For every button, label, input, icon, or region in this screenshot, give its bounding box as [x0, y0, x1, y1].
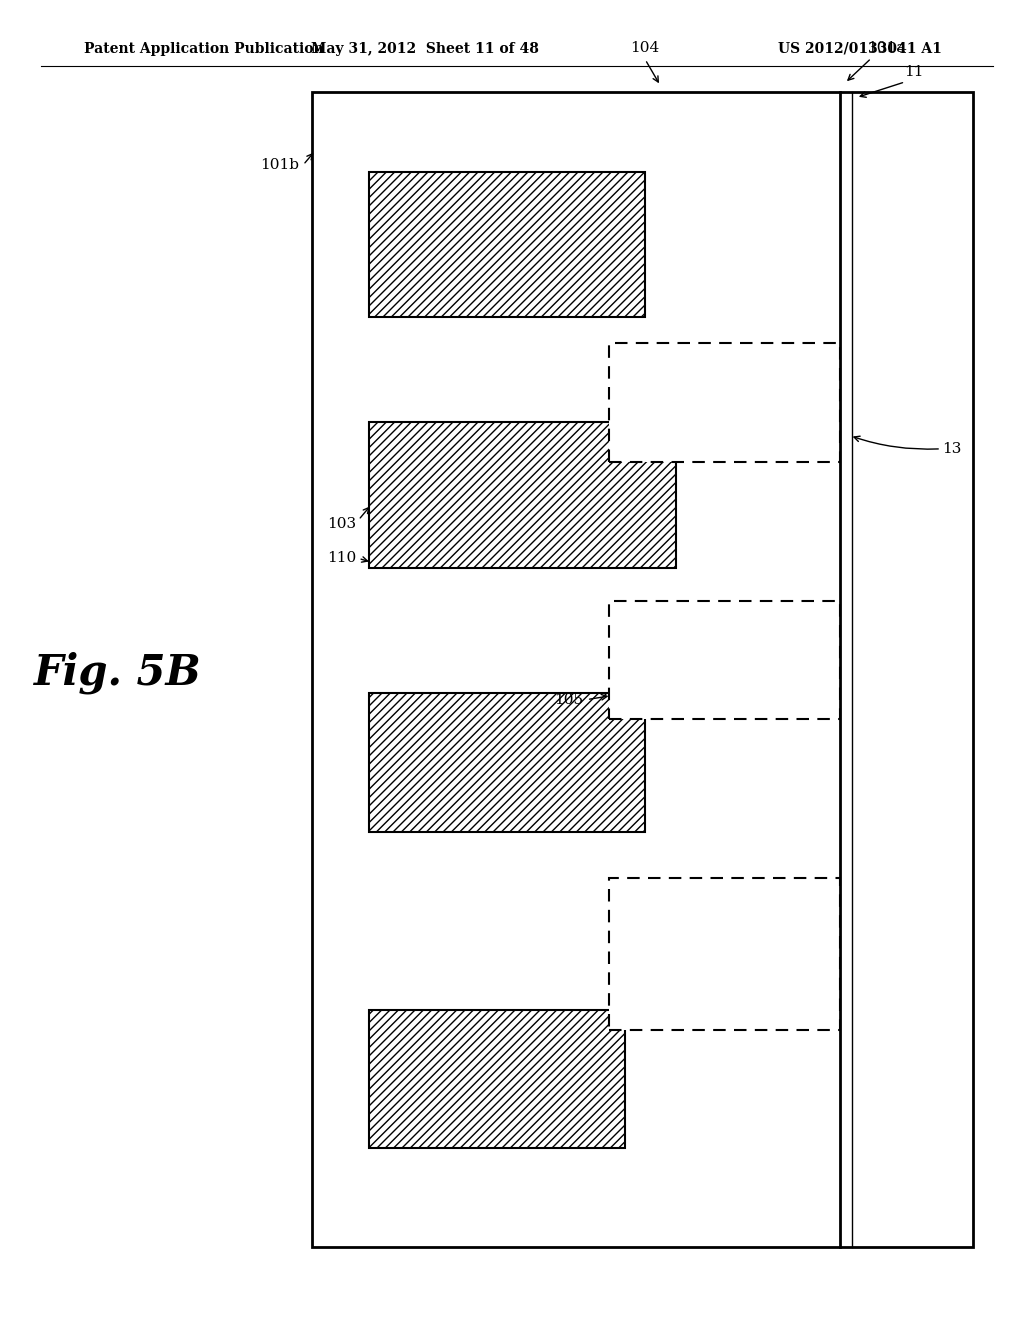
Text: 104: 104: [631, 41, 659, 55]
Bar: [369, 1010, 625, 1148]
Text: 105: 105: [555, 693, 584, 706]
Text: Fig. 5B: Fig. 5B: [34, 652, 202, 694]
Text: 103: 103: [328, 517, 356, 531]
Bar: [369, 172, 645, 317]
Text: 13: 13: [942, 442, 962, 455]
Text: 110: 110: [327, 552, 356, 565]
Text: May 31, 2012  Sheet 11 of 48: May 31, 2012 Sheet 11 of 48: [311, 42, 539, 55]
Bar: [609, 601, 840, 719]
Bar: [369, 693, 645, 832]
Bar: [369, 422, 676, 568]
Text: US 2012/0133041 A1: US 2012/0133041 A1: [778, 42, 942, 55]
Text: 101a: 101a: [867, 41, 905, 55]
Text: 11: 11: [904, 65, 924, 79]
Text: Patent Application Publication: Patent Application Publication: [84, 42, 324, 55]
Bar: [609, 878, 840, 1030]
Bar: [609, 343, 840, 462]
Text: 101b: 101b: [260, 158, 299, 172]
Bar: [312, 92, 973, 1247]
